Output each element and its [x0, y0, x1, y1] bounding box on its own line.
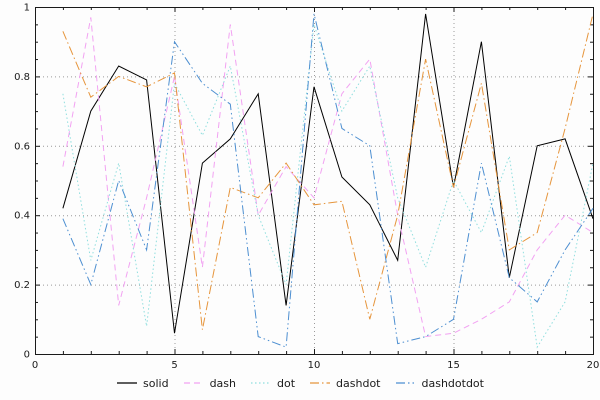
legend-entry-dash: dash — [183, 377, 236, 390]
x-tick-label: 0 — [32, 360, 38, 371]
series-line-dash — [62, 17, 594, 338]
legend-label: solid — [143, 376, 169, 390]
y-tick-label: 0.6 — [14, 141, 30, 152]
legend-line-sample-solid — [117, 382, 138, 384]
legend-line-sample-dashdotdot — [395, 382, 416, 384]
y-tick-label: 0.4 — [14, 211, 30, 222]
y-tick-label: 1 — [24, 3, 30, 14]
series-line-dashdot — [62, 13, 594, 330]
legend-entry-dashdot: dashdot — [309, 376, 381, 390]
legend-label: dashdot — [336, 376, 381, 390]
gridlines — [35, 7, 594, 355]
y-tick-label: 0.2 — [14, 280, 30, 291]
legend-line-sample-dot — [251, 382, 272, 384]
legend-label: dashdotdot — [421, 376, 484, 390]
axis-ticks — [35, 7, 594, 355]
x-tick-label: 5 — [171, 360, 177, 371]
series-line-dashdotdot — [62, 13, 594, 348]
legend-line-sample-dash — [183, 382, 204, 384]
legend-line-sample-dashdot — [310, 382, 331, 384]
x-tick-label: 15 — [447, 360, 460, 371]
legend-entry-dashdotdot: dashdotdot — [395, 377, 484, 390]
y-tick-label: 0.8 — [14, 72, 30, 83]
series-line-solid — [62, 13, 594, 334]
series-line-dot — [62, 24, 594, 349]
legend-entry-solid: solid — [116, 377, 169, 390]
legend-label: dash — [209, 376, 237, 390]
plot-area: 00.20.40.60.810 5 10 15 20 — [14, 3, 600, 372]
x-tick-label: 20 — [587, 360, 600, 371]
legend-entry-dot: dot — [250, 377, 295, 390]
legend: solid dash dot dashdot dashdotdot — [0, 370, 600, 396]
y-tick-label: 0 — [24, 350, 30, 361]
legend-label: dot — [277, 376, 296, 390]
x-tick-label: 10 — [308, 360, 321, 371]
